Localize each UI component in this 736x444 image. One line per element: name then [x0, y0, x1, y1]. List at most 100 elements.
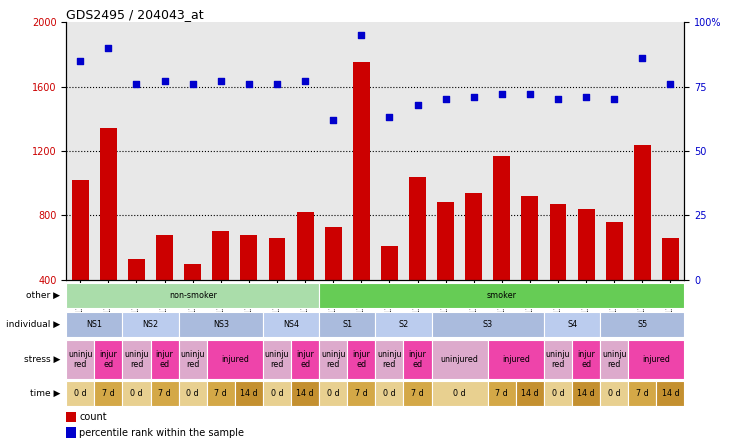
- Bar: [488, 381, 516, 406]
- Bar: [353, 63, 369, 344]
- Bar: [319, 341, 347, 379]
- Bar: [544, 381, 572, 406]
- Point: [609, 96, 620, 103]
- Bar: [122, 312, 179, 337]
- Text: uninju
red: uninju red: [377, 350, 402, 369]
- Text: injur
ed: injur ed: [155, 350, 174, 369]
- Bar: [347, 381, 375, 406]
- Text: S4: S4: [567, 320, 577, 329]
- Text: 0 d: 0 d: [608, 389, 620, 398]
- Bar: [634, 145, 651, 344]
- Text: 0 d: 0 d: [186, 389, 199, 398]
- Bar: [72, 180, 89, 344]
- Bar: [600, 312, 684, 337]
- Bar: [241, 235, 258, 344]
- Bar: [600, 381, 629, 406]
- Point: [215, 78, 227, 85]
- Point: [637, 55, 648, 62]
- Text: time ▶: time ▶: [29, 389, 60, 398]
- Text: 7 d: 7 d: [355, 389, 368, 398]
- Bar: [319, 312, 375, 337]
- Bar: [263, 312, 319, 337]
- Bar: [606, 222, 623, 344]
- Point: [243, 80, 255, 87]
- Text: uninju
red: uninju red: [180, 350, 205, 369]
- Text: 0 d: 0 d: [327, 389, 339, 398]
- Point: [496, 91, 508, 98]
- Bar: [66, 341, 94, 379]
- Point: [439, 96, 451, 103]
- Bar: [128, 259, 145, 344]
- Text: NS2: NS2: [143, 320, 158, 329]
- Bar: [66, 381, 94, 406]
- Point: [74, 57, 86, 64]
- Text: 0 d: 0 d: [552, 389, 565, 398]
- Bar: [544, 312, 600, 337]
- Bar: [375, 341, 403, 379]
- Point: [159, 78, 171, 85]
- Bar: [522, 196, 538, 344]
- Text: uninju
red: uninju red: [546, 350, 570, 369]
- Text: 14 d: 14 d: [240, 389, 258, 398]
- Bar: [657, 381, 684, 406]
- Bar: [347, 341, 375, 379]
- Text: NS3: NS3: [213, 320, 229, 329]
- Bar: [493, 156, 510, 344]
- Bar: [66, 312, 122, 337]
- Point: [102, 44, 114, 52]
- Point: [300, 78, 311, 85]
- Text: percentile rank within the sample: percentile rank within the sample: [79, 428, 244, 438]
- Text: uninju
red: uninju red: [68, 350, 93, 369]
- Bar: [600, 341, 629, 379]
- Bar: [151, 381, 179, 406]
- Bar: [94, 341, 122, 379]
- Bar: [403, 381, 431, 406]
- Point: [411, 101, 423, 108]
- Text: S5: S5: [637, 320, 648, 329]
- Bar: [431, 341, 488, 379]
- Bar: [179, 341, 207, 379]
- Bar: [213, 231, 229, 344]
- Bar: [94, 381, 122, 406]
- Bar: [151, 341, 179, 379]
- Text: 14 d: 14 d: [577, 389, 595, 398]
- Bar: [578, 209, 595, 344]
- Text: S2: S2: [398, 320, 408, 329]
- Point: [580, 93, 592, 100]
- Text: NS1: NS1: [86, 320, 102, 329]
- Bar: [544, 341, 572, 379]
- Text: 7 d: 7 d: [214, 389, 227, 398]
- Text: non-smoker: non-smoker: [169, 291, 216, 300]
- Text: uninju
red: uninju red: [124, 350, 149, 369]
- Text: NS4: NS4: [283, 320, 299, 329]
- Text: injur
ed: injur ed: [353, 350, 370, 369]
- Bar: [550, 204, 567, 344]
- Bar: [629, 381, 657, 406]
- Bar: [66, 427, 76, 438]
- Point: [552, 96, 564, 103]
- Bar: [66, 283, 319, 308]
- Text: 7 d: 7 d: [158, 389, 171, 398]
- Bar: [465, 193, 482, 344]
- Text: 7 d: 7 d: [102, 389, 115, 398]
- Text: S3: S3: [483, 320, 493, 329]
- Bar: [375, 381, 403, 406]
- Bar: [431, 312, 544, 337]
- Bar: [437, 202, 454, 344]
- Text: uninjured: uninjured: [441, 355, 478, 364]
- Bar: [235, 381, 263, 406]
- Bar: [207, 381, 235, 406]
- Point: [130, 80, 142, 87]
- Bar: [629, 341, 684, 379]
- Bar: [381, 246, 398, 344]
- Text: stress ▶: stress ▶: [24, 355, 60, 364]
- Bar: [207, 341, 263, 379]
- Bar: [100, 128, 117, 344]
- Bar: [269, 238, 286, 344]
- Text: injur
ed: injur ed: [408, 350, 426, 369]
- Bar: [263, 381, 291, 406]
- Text: injur
ed: injur ed: [296, 350, 314, 369]
- Text: 7 d: 7 d: [411, 389, 424, 398]
- Bar: [516, 381, 544, 406]
- Text: 7 d: 7 d: [495, 389, 508, 398]
